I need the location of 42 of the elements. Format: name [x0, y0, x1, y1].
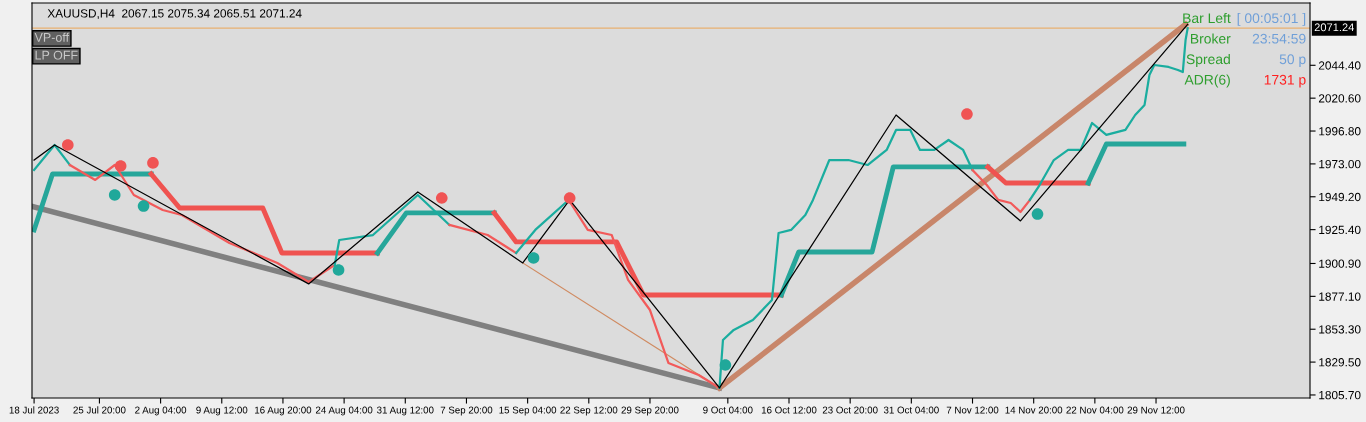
x-tick-label: 22 Sep 12:00	[560, 406, 618, 416]
x-tick-label: 16 Aug 20:00	[255, 406, 312, 416]
chart-title: XAUUSD,H4 2067.15 2075.34 2065.51 2071.24	[47, 9, 302, 19]
x-tick-label: 9 Aug 12:00	[196, 406, 248, 416]
x-tick-label: 7 Nov 12:00	[946, 406, 999, 414]
y-tick-label: 1900.90	[1319, 259, 1361, 268]
annotation: [ 00:05:01 ]	[1237, 12, 1306, 26]
annotation: LP OFF	[35, 50, 78, 60]
y-tick-label: 1853.30	[1319, 325, 1361, 334]
y-tick-label: 1877.10	[1319, 292, 1361, 301]
x-tick-label: 9 Oct 04:00	[703, 406, 753, 414]
y-tick-label: 2044.40	[1318, 61, 1361, 70]
ref-line-label: 2071.24	[1314, 23, 1355, 32]
y-tick-label: 1973.00	[1319, 159, 1361, 169]
x-tick-label: 16 Oct 12:00	[761, 406, 817, 414]
annotation: ADR(6)	[1184, 74, 1230, 88]
x-tick-label: 31 Oct 04:00	[883, 406, 939, 414]
x-tick-label: 14 Nov 20:00	[1005, 406, 1063, 414]
annotation: VP-off	[34, 32, 70, 42]
annotation: 1731 p	[1264, 74, 1306, 88]
x-tick-label: 2 Aug 04:00	[135, 406, 187, 416]
y-tick-label: 1829.50	[1319, 358, 1361, 367]
x-tick-label: 29 Sep 20:00	[621, 406, 679, 416]
y-tick-label: 2020.60	[1318, 94, 1361, 103]
x-tick-label: 18 Jul 2023	[9, 406, 59, 414]
y-tick-label: 1996.80	[1319, 127, 1361, 136]
y-tick-label: 1925.40	[1319, 225, 1361, 235]
y-tick-label: 1949.20	[1319, 192, 1361, 202]
annotation: 23:54:59	[1252, 33, 1306, 44]
annotation: 50 p	[1279, 54, 1306, 67]
x-tick-label: 24 Aug 04:00	[315, 406, 373, 416]
x-tick-label: 31 Aug 12:00	[377, 406, 434, 416]
annotation: Spread	[1186, 53, 1230, 67]
annotation: Broker	[1191, 33, 1231, 44]
x-tick-label: 25 Jul 20:00	[73, 406, 126, 414]
x-tick-label: 23 Oct 20:00	[822, 406, 878, 414]
x-tick-label: 22 Nov 04:00	[1066, 406, 1124, 414]
x-tick-label: 29 Nov 12:00	[1127, 406, 1185, 414]
x-tick-label: 15 Sep 04:00	[499, 406, 557, 416]
x-tick-label: 7 Sep 20:00	[440, 406, 493, 416]
annotation: Bar Left	[1183, 12, 1231, 24]
y-tick-label: 1805.70	[1319, 391, 1361, 400]
